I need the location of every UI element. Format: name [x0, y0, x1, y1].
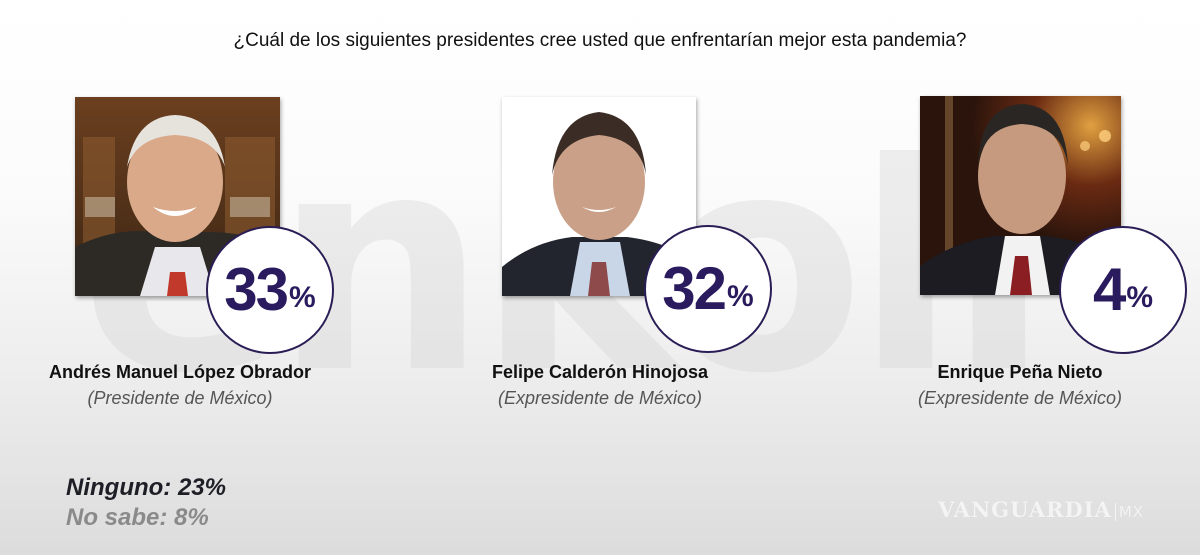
- source-suffix: MX: [1114, 503, 1145, 521]
- candidate-photo-amlo: [75, 97, 280, 296]
- candidate-role-pena-nieto: (Expresidente de México): [917, 388, 1123, 408]
- candidate-name-pena-nieto: Enrique Peña Nieto: [937, 362, 1103, 382]
- percent-sign: %: [289, 281, 316, 314]
- percentage-badge-amlo: 33%: [206, 226, 334, 354]
- ninguno-result: Ninguno: 23%: [66, 474, 226, 501]
- source-logo: VANGUARDIA MX: [938, 497, 1145, 522]
- percentage-badge-calderon: 32%: [644, 225, 772, 353]
- survey-question: ¿Cuál de los siguientes presidentes cree…: [233, 30, 967, 51]
- percentage-badge-pena-nieto: 4%: [1059, 226, 1187, 354]
- percentage-value: 32: [662, 255, 727, 322]
- candidate-role-calderon: (Expresidente de México): [497, 388, 703, 408]
- no-sabe-result: No sabe: 8%: [66, 504, 209, 531]
- source-name: VANGUARDIA: [938, 497, 1112, 522]
- percentage-value: 33: [224, 256, 289, 323]
- candidate-name-amlo: Andrés Manuel López Obrador: [48, 362, 312, 382]
- percentage-value: 4: [1092, 256, 1126, 323]
- percent-sign: %: [1126, 281, 1154, 314]
- candidate-name-calderon: Felipe Calderón Hinojosa: [491, 362, 709, 382]
- percent-sign: %: [727, 280, 754, 313]
- candidate-role-amlo: (Presidente de México): [87, 388, 273, 408]
